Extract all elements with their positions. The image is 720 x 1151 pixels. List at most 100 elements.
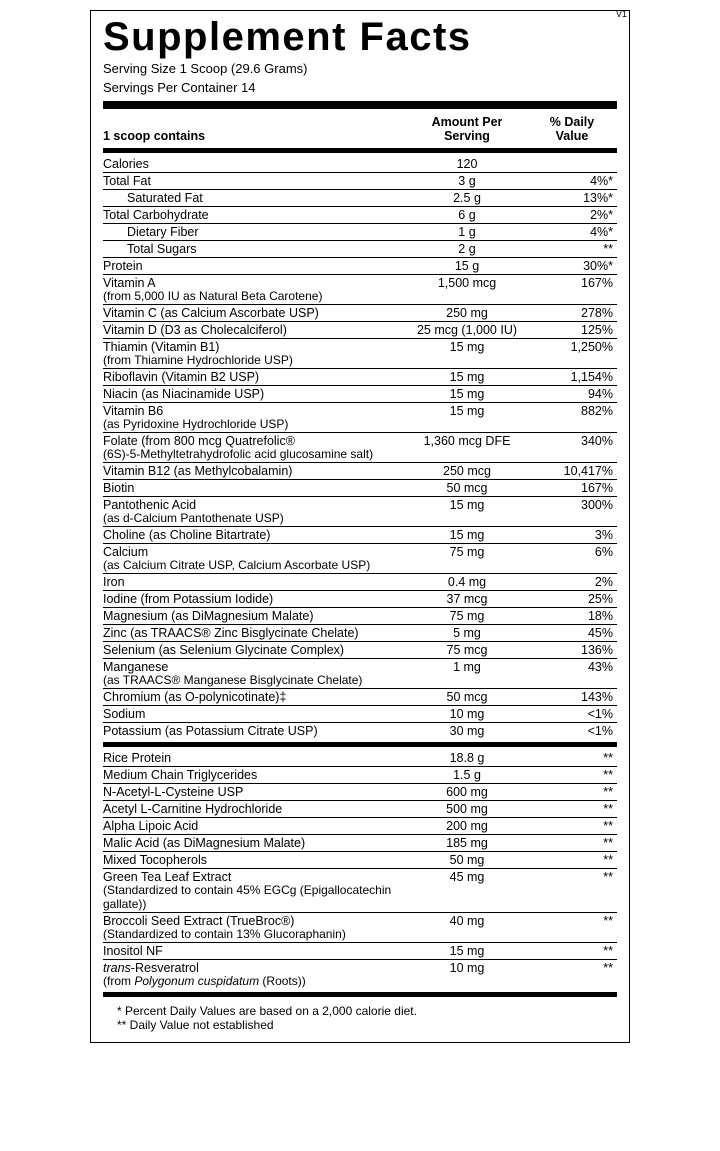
divider-medium xyxy=(103,148,617,153)
daily-value: 94% xyxy=(527,387,617,401)
amount-per-serving: 2.5 g xyxy=(407,191,527,205)
amount-per-serving: 10 mg xyxy=(407,961,527,975)
nutrient-name: Broccoli Seed Extract (TrueBroc®)(Standa… xyxy=(103,914,407,941)
table-row: Rice Protein18.8 g** xyxy=(103,750,617,766)
amount-per-serving: 15 mg xyxy=(407,528,527,542)
daily-value: 882% xyxy=(527,404,617,418)
amount-per-serving: 1,500 mcg xyxy=(407,276,527,290)
daily-value: ** xyxy=(527,914,617,928)
divider-medium xyxy=(103,992,617,997)
table-row: Riboflavin (Vitamin B2 USP)15 mg1,154% xyxy=(103,368,617,385)
amount-per-serving: 45 mg xyxy=(407,870,527,884)
daily-value: 125% xyxy=(527,323,617,337)
daily-value: ** xyxy=(527,768,617,782)
nutrient-name: Vitamin B6(as Pyridoxine Hydrochloride U… xyxy=(103,404,407,431)
amount-per-serving: 6 g xyxy=(407,208,527,222)
daily-value: 30%* xyxy=(527,259,617,273)
table-row: Choline (as Choline Bitartrate)15 mg3% xyxy=(103,526,617,543)
amount-per-serving: 37 mcg xyxy=(407,592,527,606)
daily-value: 167% xyxy=(527,276,617,290)
nutrient-name: Vitamin A(from 5,000 IU as Natural Beta … xyxy=(103,276,407,303)
amount-per-serving: 75 mg xyxy=(407,609,527,623)
header-col2: Amount PerServing xyxy=(407,115,527,143)
nutrient-name: Pantothenic Acid(as d-Calcium Pantothena… xyxy=(103,498,407,525)
table-row: Iron0.4 mg2% xyxy=(103,573,617,590)
table-row: Broccoli Seed Extract (TrueBroc®)(Standa… xyxy=(103,912,617,942)
table-row: Iodine (from Potassium Iodide)37 mcg25% xyxy=(103,590,617,607)
daily-value: <1% xyxy=(527,707,617,721)
nutrient-name: Malic Acid (as DiMagnesium Malate) xyxy=(103,836,407,850)
daily-value: ** xyxy=(527,853,617,867)
nutrient-name: Medium Chain Triglycerides xyxy=(103,768,407,782)
table-row: Zinc (as TRAACS® Zinc Bisglycinate Chela… xyxy=(103,624,617,641)
table-row: Selenium (as Selenium Glycinate Complex)… xyxy=(103,641,617,658)
amount-per-serving: 50 mcg xyxy=(407,690,527,704)
serving-size: Serving Size 1 Scoop (29.6 Grams) xyxy=(103,61,617,76)
table-row: Pantothenic Acid(as d-Calcium Pantothena… xyxy=(103,496,617,526)
nutrient-name: Niacin (as Niacinamide USP) xyxy=(103,387,407,401)
table-row: Vitamin B6(as Pyridoxine Hydrochloride U… xyxy=(103,402,617,432)
column-header: 1 scoop contains Amount PerServing % Dai… xyxy=(103,113,617,145)
amount-per-serving: 40 mg xyxy=(407,914,527,928)
daily-value: ** xyxy=(527,836,617,850)
amount-per-serving: 50 mcg xyxy=(407,481,527,495)
servings-per-container: Servings Per Container 14 xyxy=(103,80,617,95)
table-row: Vitamin D (D3 as Cholecalciferol)25 mcg … xyxy=(103,321,617,338)
nutrient-name: Vitamin C (as Calcium Ascorbate USP) xyxy=(103,306,407,320)
daily-value: 10,417% xyxy=(527,464,617,478)
table-row: Potassium (as Potassium Citrate USP)30 m… xyxy=(103,722,617,739)
daily-value: ** xyxy=(527,819,617,833)
amount-per-serving: 200 mg xyxy=(407,819,527,833)
nutrient-name: Total Sugars xyxy=(103,242,407,256)
nutrient-name: Saturated Fat xyxy=(103,191,407,205)
amount-per-serving: 500 mg xyxy=(407,802,527,816)
table-row: Mixed Tocopherols50 mg** xyxy=(103,851,617,868)
nutrient-name: Choline (as Choline Bitartrate) xyxy=(103,528,407,542)
table-row: Manganese(as TRAACS® Manganese Bisglycin… xyxy=(103,658,617,688)
nutrient-name: Acetyl L-Carnitine Hydrochloride xyxy=(103,802,407,816)
amount-per-serving: 15 g xyxy=(407,259,527,273)
daily-value: 2% xyxy=(527,575,617,589)
daily-value: 18% xyxy=(527,609,617,623)
daily-value: 25% xyxy=(527,592,617,606)
nutrient-name: Chromium (as O-polynicotinate)‡ xyxy=(103,690,407,704)
table-row: Sodium10 mg<1% xyxy=(103,705,617,722)
table-row: Medium Chain Triglycerides1.5 g** xyxy=(103,766,617,783)
daily-value: 1,154% xyxy=(527,370,617,384)
table-row: Saturated Fat2.5 g13%* xyxy=(103,189,617,206)
amount-per-serving: 15 mg xyxy=(407,340,527,354)
amount-per-serving: 18.8 g xyxy=(407,751,527,765)
amount-per-serving: 3 g xyxy=(407,174,527,188)
table-row: Total Carbohydrate6 g2%* xyxy=(103,206,617,223)
table-row: Inositol NF15 mg** xyxy=(103,942,617,959)
nutrient-name: Folate (from 800 mcg Quatrefolic®(6S)-5-… xyxy=(103,434,407,461)
amount-per-serving: 15 mg xyxy=(407,944,527,958)
daily-value: 6% xyxy=(527,545,617,559)
daily-value: ** xyxy=(527,785,617,799)
amount-per-serving: 1 g xyxy=(407,225,527,239)
daily-value: 340% xyxy=(527,434,617,448)
table-row: Malic Acid (as DiMagnesium Malate)185 mg… xyxy=(103,834,617,851)
amount-per-serving: 2 g xyxy=(407,242,527,256)
panel-title: Supplement Facts xyxy=(103,17,617,57)
table-row: Alpha Lipoic Acid200 mg** xyxy=(103,817,617,834)
amount-per-serving: 15 mg xyxy=(407,387,527,401)
table-row: Total Sugars2 g** xyxy=(103,240,617,257)
nutrient-name: Iron xyxy=(103,575,407,589)
nutrient-name: Iodine (from Potassium Iodide) xyxy=(103,592,407,606)
amount-per-serving: 185 mg xyxy=(407,836,527,850)
nutrient-name: Calcium(as Calcium Citrate USP, Calcium … xyxy=(103,545,407,572)
nutrient-name: Dietary Fiber xyxy=(103,225,407,239)
other-ingredients-section: Rice Protein18.8 g**Medium Chain Triglyc… xyxy=(103,750,617,989)
header-col1: 1 scoop contains xyxy=(103,129,407,143)
daily-value: 143% xyxy=(527,690,617,704)
amount-per-serving: 75 mcg xyxy=(407,643,527,657)
table-row: Vitamin C (as Calcium Ascorbate USP)250 … xyxy=(103,304,617,321)
nutrient-name: Protein xyxy=(103,259,407,273)
daily-value: 278% xyxy=(527,306,617,320)
daily-value: 4%* xyxy=(527,174,617,188)
amount-per-serving: 1.5 g xyxy=(407,768,527,782)
nutrient-name: Sodium xyxy=(103,707,407,721)
nutrient-name: Vitamin D (D3 as Cholecalciferol) xyxy=(103,323,407,337)
table-row: Magnesium (as DiMagnesium Malate)75 mg18… xyxy=(103,607,617,624)
